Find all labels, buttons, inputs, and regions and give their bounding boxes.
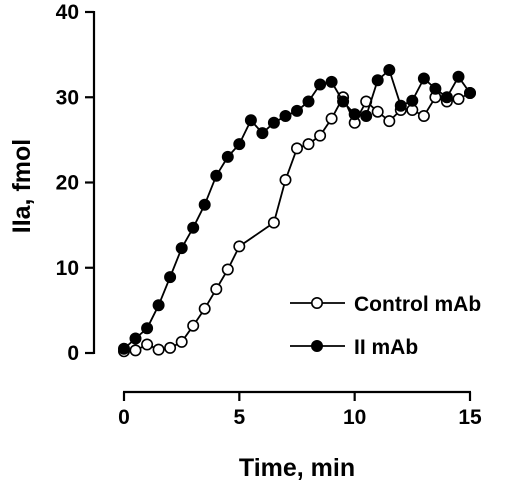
y-tick-label: 40 — [56, 1, 79, 24]
data-point-ii-mab — [325, 75, 338, 88]
data-point-control — [198, 302, 211, 315]
data-point-control — [221, 263, 234, 276]
y-tick-label: 10 — [56, 257, 79, 280]
data-point-ii-mab — [429, 82, 442, 95]
data-point-ii-mab — [210, 169, 223, 182]
x-tick-label: 5 — [233, 406, 245, 429]
data-point-ii-mab — [175, 242, 188, 255]
x-tick-label: 15 — [458, 406, 482, 429]
data-point-ii-mab — [417, 72, 430, 85]
x-ticks: 0 5 10 15 — [118, 392, 482, 429]
data-point-ii-mab — [337, 95, 350, 108]
data-point-ii-mab — [371, 74, 384, 87]
data-point-control — [417, 110, 430, 123]
legend-label-control: Control mAb — [354, 293, 481, 316]
legend-label-ii-mab: II mAb — [354, 336, 418, 359]
data-point-control — [452, 93, 465, 106]
data-point-control — [267, 216, 280, 229]
data-point-control — [302, 138, 315, 151]
data-point-ii-mab — [383, 64, 396, 77]
data-point-control — [279, 173, 292, 186]
y-ticks: 0 10 20 30 40 — [56, 1, 94, 365]
x-axis: 0 5 10 15 — [118, 390, 482, 429]
legend-item-control: Control mAb — [290, 293, 481, 316]
data-point-ii-mab — [463, 87, 476, 100]
series-ii-mab — [118, 64, 476, 355]
data-point-control — [233, 240, 246, 253]
y-axis: 0 10 20 30 40 — [56, 1, 96, 365]
data-point-control — [129, 344, 142, 357]
plot-area — [118, 64, 476, 358]
data-point-ii-mab — [267, 116, 280, 129]
data-point-ii-mab — [118, 342, 131, 355]
data-point-ii-mab — [187, 221, 200, 234]
data-point-ii-mab — [394, 99, 407, 112]
data-point-control — [325, 112, 338, 125]
data-point-ii-mab — [152, 299, 165, 312]
x-tick-label: 0 — [118, 406, 130, 429]
data-point-control — [164, 341, 177, 354]
x-axis-title: Time, min — [239, 454, 355, 482]
legend-item-ii-mab: II mAb — [290, 336, 418, 359]
x-tick-label: 10 — [343, 406, 366, 429]
data-point-ii-mab — [452, 70, 465, 83]
data-point-control — [141, 338, 154, 351]
y-tick-label: 0 — [67, 342, 79, 365]
data-point-ii-mab — [198, 198, 211, 211]
data-point-control — [175, 335, 188, 348]
data-point-control — [371, 105, 384, 118]
data-point-ii-mab — [129, 332, 142, 345]
data-point-control — [383, 115, 396, 128]
data-point-ii-mab — [244, 114, 257, 127]
data-point-ii-mab — [141, 322, 154, 335]
data-point-ii-mab — [164, 271, 177, 284]
data-point-control — [290, 142, 303, 155]
legend-marker-control — [310, 296, 323, 309]
data-point-ii-mab — [360, 110, 373, 123]
data-point-ii-mab — [302, 95, 315, 108]
data-point-ii-mab — [290, 104, 303, 117]
y-axis-title: IIa, fmol — [8, 139, 36, 233]
data-point-ii-mab — [221, 150, 234, 163]
series-control — [118, 87, 476, 358]
data-point-ii-mab — [440, 91, 453, 104]
data-point-control — [187, 319, 200, 332]
data-point-control — [314, 129, 327, 142]
data-point-ii-mab — [314, 78, 327, 91]
legend: Control mAb II mAb — [290, 293, 481, 359]
data-point-ii-mab — [256, 127, 269, 140]
data-point-control — [210, 283, 223, 296]
legend-marker-ii-mab — [310, 339, 323, 352]
data-point-ii-mab — [279, 110, 292, 123]
data-point-control — [152, 343, 165, 356]
data-point-ii-mab — [233, 138, 246, 151]
y-tick-label: 30 — [56, 86, 79, 109]
y-tick-label: 20 — [56, 172, 79, 195]
data-point-ii-mab — [406, 94, 419, 107]
data-point-ii-mab — [348, 108, 361, 121]
